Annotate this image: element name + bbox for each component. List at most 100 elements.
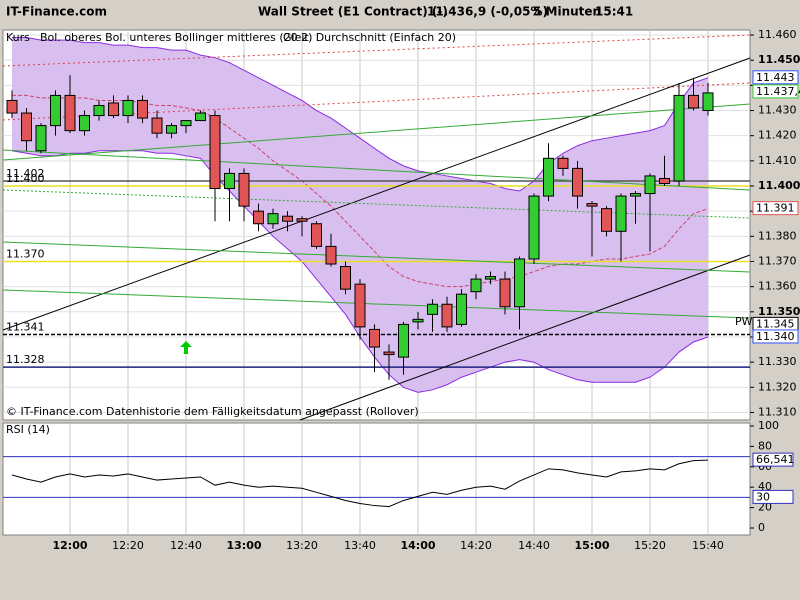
- value-box: [752, 452, 794, 467]
- x-tick-label: 12:00: [52, 539, 87, 552]
- candle-body: [673, 94, 685, 182]
- level-label: 11.370: [6, 247, 45, 260]
- candle-body: [659, 177, 670, 184]
- candle-body: [195, 112, 206, 122]
- interval: 5 Minuten: [533, 5, 601, 19]
- band-upper: [12, 37, 709, 192]
- quote: 11.436,9 (-0,05%): [427, 5, 548, 19]
- instrument: Wall Street (E1 Contract) (-): [258, 5, 448, 19]
- candle-body: [224, 172, 235, 190]
- y-tick-label: 0: [758, 521, 765, 534]
- candle-body: [557, 157, 569, 169]
- candle-body: [6, 99, 18, 114]
- legend-entry: Gleit. Durchschnitt (Einfach 20): [283, 31, 456, 44]
- value-box-label: 30: [756, 490, 770, 503]
- candle-body: [64, 94, 76, 132]
- trend-line: [2, 149, 751, 191]
- candle-body: [369, 328, 380, 348]
- candle-body: [21, 112, 32, 142]
- y-tick-label: 80: [758, 439, 772, 452]
- candle-body: [108, 102, 119, 117]
- candle-body: [151, 117, 163, 134]
- y-tick-label: 11.350: [758, 305, 800, 318]
- level-label: 11.328: [6, 353, 45, 366]
- site-name: IT-Finance.com: [6, 5, 107, 19]
- level-label: 11.341: [6, 320, 45, 333]
- candle-body: [253, 210, 264, 225]
- time: 15:41: [595, 5, 633, 19]
- candle-body: [166, 125, 177, 134]
- candle-body: [470, 278, 482, 293]
- candle-body: [122, 99, 134, 117]
- marker-label: PW: [735, 315, 753, 328]
- price-box-label: 11.345: [756, 317, 795, 330]
- candle-body: [485, 276, 496, 280]
- candle-body: [427, 303, 438, 315]
- candle-body: [601, 208, 612, 232]
- candle-body: [383, 351, 395, 356]
- price-box-label: 11.443: [756, 71, 795, 84]
- price-box: [752, 329, 799, 344]
- y-tick-label: 11.370: [758, 254, 797, 267]
- candle-body: [340, 266, 351, 290]
- trend-line: [2, 241, 751, 273]
- price-box: [752, 201, 799, 216]
- x-tick-label: 14:20: [460, 539, 492, 552]
- price-box-label: 11.437,4: [756, 85, 800, 98]
- x-tick-label: 15:40: [692, 539, 724, 552]
- x-tick-label: 14:40: [518, 539, 550, 552]
- candle-body: [398, 323, 409, 358]
- footer-note: © IT-Finance.com Datenhistorie dem Fälli…: [6, 405, 419, 418]
- x-tick-label: 15:00: [574, 539, 609, 552]
- candle-body: [644, 175, 656, 195]
- y-tick-label: 11.420: [758, 129, 797, 142]
- candle-body: [311, 223, 322, 247]
- candle-body: [615, 195, 627, 232]
- candle-body: [514, 258, 525, 308]
- candle-body: [137, 99, 148, 119]
- y-tick-label: 11.320: [758, 380, 797, 393]
- candle-body: [630, 193, 641, 197]
- candle-body: [543, 157, 554, 197]
- rsi-line: [11, 459, 709, 508]
- x-tick-label: 13:40: [344, 539, 376, 552]
- channel-line: [2, 57, 751, 331]
- trend-line: [2, 103, 751, 161]
- candle-body: [528, 195, 540, 260]
- candle-body: [50, 94, 61, 127]
- legend-entry: Bol. oberes Bol. unteres Bollinger mittl…: [40, 31, 312, 44]
- y-tick-label: 11.360: [758, 280, 797, 293]
- y-tick-label: 11.450: [758, 53, 800, 66]
- candle-body: [688, 94, 699, 109]
- value-box-label: 66,541: [756, 453, 795, 466]
- candle-body: [499, 278, 511, 308]
- price-box: [752, 70, 799, 85]
- candle-body: [354, 283, 366, 328]
- rsi-panel: [2, 422, 751, 536]
- candle-body: [180, 120, 192, 127]
- candle-body: [702, 92, 714, 112]
- x-tick-label: 12:20: [112, 539, 144, 552]
- panel-title: RSI (14): [6, 423, 50, 436]
- y-tick-label: 11.460: [758, 28, 797, 41]
- y-tick-label: 11.400: [758, 179, 800, 192]
- candle-body: [238, 172, 250, 207]
- y-tick-label: 11.330: [758, 355, 797, 368]
- price-box-label: 11.340: [756, 330, 795, 343]
- candle-body: [209, 115, 221, 190]
- signal-arrow: [180, 341, 192, 354]
- candle-body: [35, 125, 47, 152]
- candle-body: [296, 218, 308, 222]
- y-tick-label: 11.380: [758, 229, 797, 242]
- price-box-label: 11.391: [756, 202, 795, 215]
- y-tick-label: 11.410: [758, 154, 797, 167]
- candle-body: [572, 167, 583, 197]
- trend-line: [2, 289, 751, 319]
- candle-body: [79, 115, 90, 132]
- candle-body: [325, 245, 337, 265]
- x-tick-label: 14:00: [400, 539, 435, 552]
- value-box: [752, 489, 794, 504]
- x-tick-label: 13:20: [286, 539, 318, 552]
